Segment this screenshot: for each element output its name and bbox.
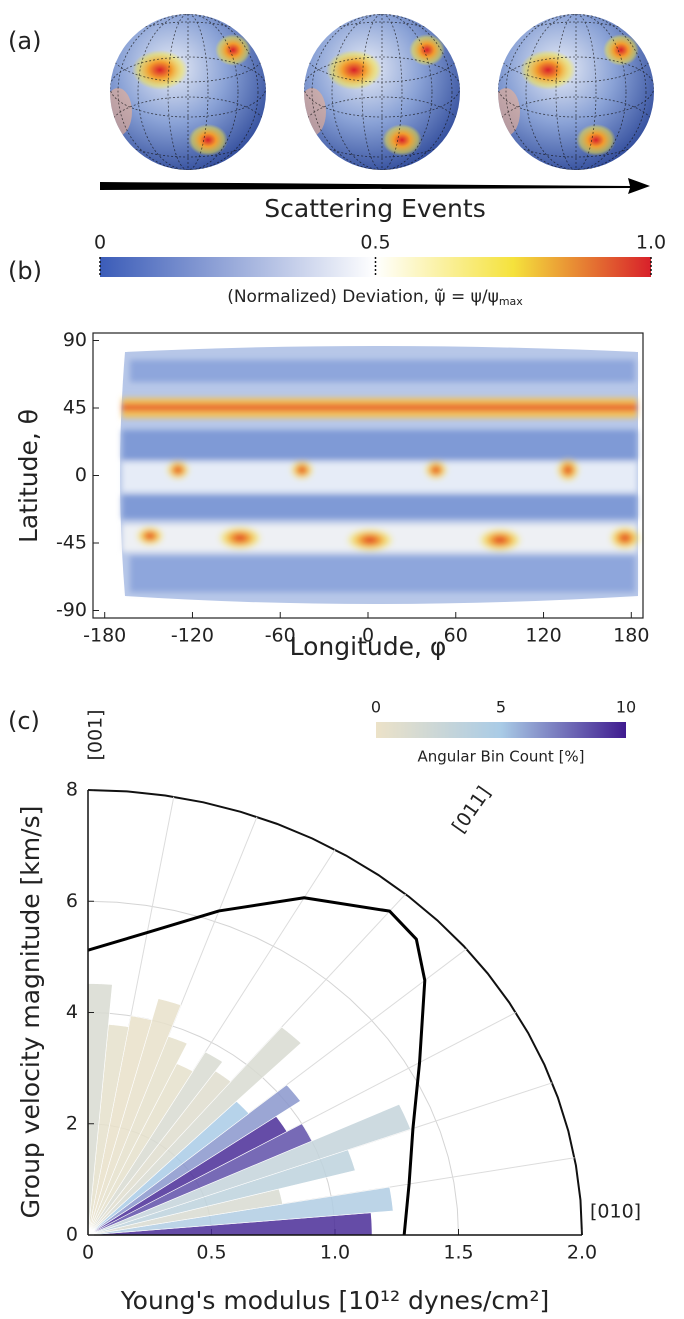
curve [87,896,427,1236]
arrow [100,178,650,194]
y-axis-label: Group velocity magnitude [km/s] [16,806,45,1219]
panel-label: (b) [8,257,42,285]
direction-label: [010] [590,1201,641,1223]
bar [87,1015,153,1236]
colorbar-tick-label: 10 [616,698,636,717]
x-tick-label: -120 [171,625,214,647]
y-tick-label: -90 [56,599,87,621]
panel-label: (c) [8,707,40,735]
x-tick-label: 1.0 [320,1242,350,1264]
direction-label: [011] [448,782,495,836]
sphere [492,14,654,170]
bar [87,1035,188,1236]
sphere [104,14,266,170]
x-tick-label: 0 [82,1242,94,1264]
x-tick-label: -180 [83,625,126,647]
colorbar-label-main: (Normalized) Deviation, ψ̃ = ψ/ψ [227,287,499,307]
colorbar-tick-label: 0 [94,232,106,254]
colorbar-label: (Normalized) Deviation, ψ̃ = ψ/ψmax [227,287,523,308]
x-tick-label: 1.5 [443,1242,473,1264]
x-tick-label: 0.5 [196,1242,226,1264]
y-tick-label: 45 [63,397,87,419]
y-axis-label: Latitude, θ [14,409,43,543]
x-tick-label: 0 [362,625,374,647]
bar [87,1123,313,1236]
y-tick-label: 6 [66,890,78,912]
colorbar [376,722,626,738]
arrow-label: Scattering Events [264,194,485,223]
sphere [298,14,460,170]
x-tick-label: 60 [444,625,468,647]
y-tick-label: 90 [63,329,87,351]
x-tick-label: -60 [265,625,296,647]
bar [87,1051,224,1236]
bar [87,1063,194,1236]
map [120,346,641,604]
x-tick-label: 180 [613,625,649,647]
bar [87,998,182,1236]
direction-label: [001] [85,709,107,760]
grid-ring [87,789,583,1236]
x-tick-label: 2.0 [567,1242,597,1264]
colorbar-tick-label: 5 [496,698,506,717]
y-tick-label: 8 [66,779,78,801]
bar [87,1149,356,1236]
bar [87,1103,412,1236]
y-tick-label: 4 [66,1001,78,1023]
bar [87,1070,232,1236]
x-axis-label: Young's modulus [10¹² dynes/cm²] [120,1286,550,1315]
bar [87,1084,301,1236]
bar [87,1024,130,1236]
colorbar-label: Angular Bin Count [%] [417,748,584,766]
y-tick-label: 0 [75,464,87,486]
grid-ring [87,900,459,1236]
colorbar-tick-label: 0 [371,698,381,717]
y-tick-label: 2 [66,1112,78,1134]
y-tick-label: -45 [56,532,87,554]
bar [87,983,113,1236]
bar [87,1100,250,1236]
y-tick-label: 0 [66,1224,78,1246]
x-tick-label: 120 [525,625,561,647]
panel-label: (a) [8,27,41,55]
bar [87,1115,288,1236]
colorbar-label-sub: max [499,295,523,308]
colorbar-tick-label: 0.5 [360,232,390,254]
x-axis-label: Longitude, φ [290,632,447,661]
polar-plot: 0 0.5 1.0 1.5 2.0 0 2 4 6 8 [001] [011] [010] [66,709,641,1263]
colorbar-tick-label: 1.0 [636,232,666,254]
bar [87,1026,302,1236]
